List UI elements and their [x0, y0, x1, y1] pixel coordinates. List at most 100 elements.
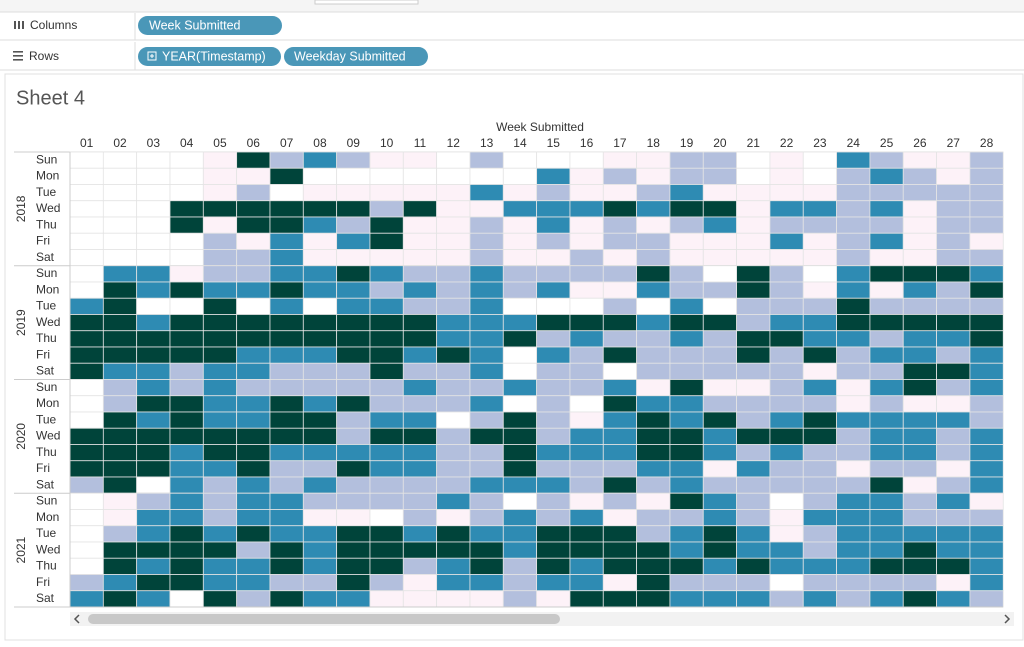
- cell: [602, 557, 638, 575]
- pill-text[interactable]: Week Submitted: [149, 18, 241, 32]
- cell: [969, 265, 1004, 283]
- cell: [836, 232, 871, 250]
- cell: [236, 492, 271, 510]
- pill-text[interactable]: YEAR(Timestamp): [162, 49, 266, 63]
- cell: [969, 297, 1004, 315]
- pill[interactable]: [138, 47, 281, 66]
- x-tick-label: 09: [347, 136, 361, 150]
- cell: [136, 330, 171, 348]
- cell: [469, 509, 504, 527]
- cell: [369, 427, 404, 445]
- cell: [969, 200, 1004, 218]
- cell: [769, 314, 804, 332]
- cell: [502, 590, 538, 608]
- cell: [269, 476, 304, 494]
- shelf-label: Columns: [30, 18, 77, 32]
- cell: [169, 297, 204, 315]
- scroll-left[interactable]: [73, 614, 80, 624]
- day-label: Fri: [36, 461, 50, 475]
- day-label: Mon: [36, 282, 59, 296]
- cell: [336, 557, 371, 575]
- cell: [902, 314, 937, 332]
- day-label: Sat: [36, 591, 55, 605]
- cell: [269, 281, 304, 299]
- cell: [202, 590, 238, 608]
- cell: [736, 346, 771, 364]
- cell: [69, 492, 104, 510]
- cell: [236, 362, 271, 380]
- cell: [669, 379, 704, 397]
- cell: [769, 476, 804, 494]
- cell: [836, 557, 871, 575]
- cell: [102, 525, 138, 543]
- cell: [336, 232, 371, 250]
- scroll-right[interactable]: [1004, 614, 1011, 624]
- pill-text[interactable]: Weekday Submitted: [294, 49, 406, 63]
- cell: [936, 297, 971, 315]
- cell: [569, 509, 604, 527]
- cell: [302, 346, 338, 364]
- cell: [102, 541, 138, 559]
- x-tick-label: 10: [380, 136, 394, 150]
- cell: [602, 281, 638, 299]
- cell: [102, 314, 138, 332]
- cell: [936, 411, 971, 429]
- cell: [969, 167, 1004, 185]
- cell: [436, 541, 471, 559]
- cell: [902, 216, 937, 234]
- cell: [469, 281, 504, 299]
- cell: [369, 379, 404, 397]
- cell: [536, 314, 571, 332]
- toolbar-field: [314, 0, 419, 5]
- cell: [802, 411, 837, 429]
- cell: [969, 557, 1004, 575]
- year-label: 2019: [14, 309, 28, 336]
- cell: [869, 476, 904, 494]
- cell: [936, 590, 971, 608]
- cell: [336, 590, 371, 608]
- cell: [836, 460, 871, 478]
- cell: [236, 346, 271, 364]
- cell: [469, 362, 504, 380]
- cell: [469, 200, 504, 218]
- cell: [836, 330, 871, 348]
- cell: [702, 281, 738, 299]
- cell: [636, 216, 671, 234]
- cell: [69, 346, 104, 364]
- cell: [236, 184, 271, 202]
- cell: [236, 574, 271, 592]
- year-label: 2021: [14, 536, 28, 563]
- cell: [269, 232, 304, 250]
- x-tick-label: 14: [513, 136, 527, 150]
- x-tick-label: 19: [680, 136, 694, 150]
- cell: [469, 232, 504, 250]
- scrollbar-thumb[interactable]: [88, 614, 560, 624]
- cell: [269, 411, 304, 429]
- cell: [602, 395, 638, 413]
- cell: [336, 330, 371, 348]
- cell: [636, 265, 671, 283]
- cell: [202, 200, 238, 218]
- cell: [902, 362, 937, 380]
- cell: [869, 379, 904, 397]
- cell: [669, 492, 704, 510]
- cell: [969, 590, 1004, 608]
- cell: [769, 525, 804, 543]
- cell: [602, 362, 638, 380]
- cell: [102, 427, 138, 445]
- cell: [336, 444, 371, 462]
- cell: [836, 314, 871, 332]
- cell: [702, 525, 738, 543]
- cell: [936, 525, 971, 543]
- cell: [536, 590, 571, 608]
- cell: [202, 557, 238, 575]
- cell: [436, 590, 471, 608]
- pill[interactable]: [284, 47, 428, 66]
- cell: [736, 200, 771, 218]
- x-tick-label: 04: [180, 136, 194, 150]
- day-label: Thu: [36, 559, 57, 573]
- cell: [236, 216, 271, 234]
- cell: [836, 184, 871, 202]
- day-label: Fri: [36, 575, 50, 589]
- pill[interactable]: [138, 16, 282, 35]
